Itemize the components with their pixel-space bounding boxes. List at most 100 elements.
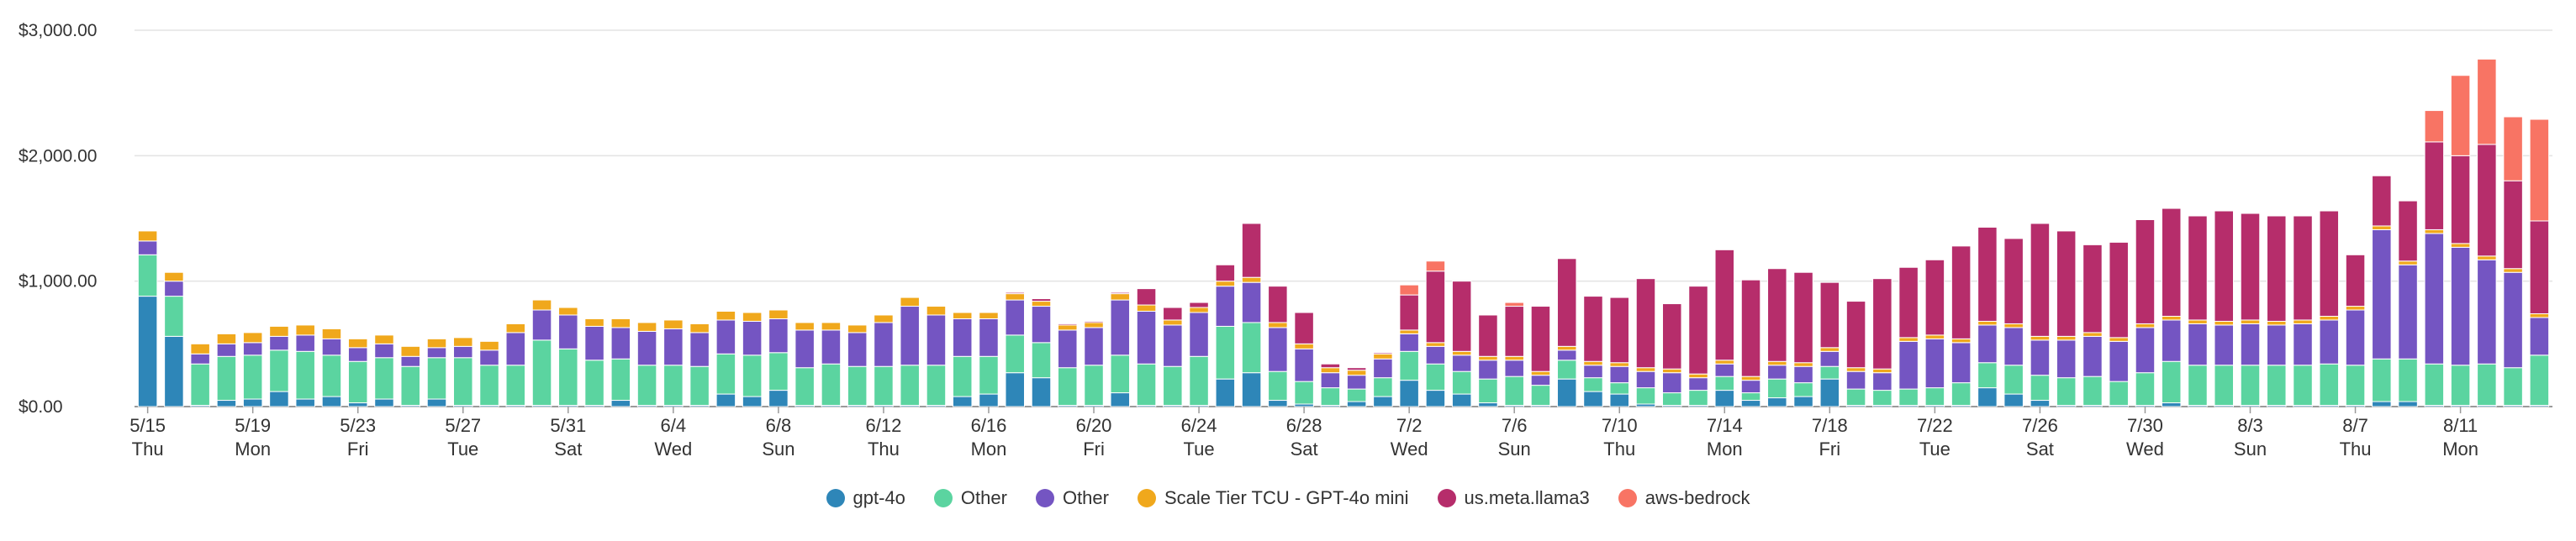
x-tick-date: 5/15 bbox=[129, 415, 166, 436]
bar-segment bbox=[1005, 293, 1025, 301]
bar-segment bbox=[1819, 347, 1840, 352]
legend-item-other-2[interactable]: Other bbox=[1035, 487, 1109, 509]
bar-segment bbox=[2345, 365, 2366, 407]
bar-segment bbox=[2082, 332, 2103, 337]
legend-label: gpt-4o bbox=[853, 487, 905, 508]
bar-segment bbox=[400, 345, 420, 357]
bar-segment bbox=[531, 339, 552, 407]
bar-segment bbox=[874, 365, 894, 407]
legend-item-llama3[interactable]: us.meta.llama3 bbox=[1437, 487, 1590, 509]
bar-segment bbox=[1320, 372, 1341, 389]
bar-segment bbox=[2135, 327, 2156, 374]
bar-segment bbox=[426, 347, 447, 359]
bar-segment bbox=[347, 402, 368, 407]
bar-segment bbox=[1005, 299, 1025, 336]
bar-segment bbox=[190, 343, 210, 355]
bar-segment bbox=[1084, 365, 1104, 407]
bar-segment bbox=[2319, 315, 2340, 321]
bar-segment bbox=[1924, 334, 1945, 339]
bar-segment bbox=[2293, 319, 2313, 324]
bar-segment bbox=[1583, 365, 1603, 379]
bar-segment bbox=[321, 328, 342, 339]
bar-segment bbox=[1373, 377, 1393, 397]
legend-item-aws-bedrock[interactable]: aws-bedrock bbox=[1618, 487, 1750, 509]
bar-segment bbox=[979, 393, 999, 407]
bar-segment bbox=[2424, 228, 2445, 234]
bar-segment bbox=[1977, 362, 1998, 389]
bar-segment bbox=[768, 390, 789, 407]
bar-segment bbox=[1189, 355, 1209, 407]
bar-segment bbox=[1320, 363, 1341, 369]
bar-segment bbox=[1031, 306, 1052, 344]
bar-segment bbox=[347, 360, 368, 404]
x-tick-day: Wed bbox=[2126, 439, 2164, 460]
legend-item-other-1[interactable]: Other bbox=[933, 487, 1007, 509]
bar-segment bbox=[610, 400, 631, 407]
legend-item-scale-tier[interactable]: Scale Tier TCU - GPT-4o mini bbox=[1137, 487, 1409, 509]
bar-segment bbox=[269, 325, 289, 337]
bar-segment bbox=[216, 355, 237, 402]
bar-segment bbox=[558, 348, 578, 407]
bar-segment bbox=[1320, 387, 1341, 407]
x-tick-date: 7/18 bbox=[1812, 415, 1848, 436]
bar-segment bbox=[584, 318, 604, 327]
x-tick-date: 6/4 bbox=[661, 415, 687, 436]
bar-segment bbox=[1294, 381, 1314, 405]
bar-segment bbox=[1556, 349, 1577, 361]
bar-segment bbox=[1031, 342, 1052, 379]
x-tick-date: 7/10 bbox=[1602, 415, 1638, 436]
bar-segment bbox=[1662, 372, 1682, 394]
x-tick-day: Fri bbox=[1083, 439, 1105, 460]
bar-segment bbox=[1241, 276, 1262, 283]
bar-segment bbox=[2135, 323, 2156, 328]
bar-segment bbox=[1977, 226, 1998, 322]
bar-segment bbox=[1163, 324, 1183, 367]
bar-segment bbox=[1189, 307, 1209, 313]
bar-segment bbox=[1084, 322, 1104, 328]
bar-segment bbox=[1898, 340, 1919, 390]
bar-segment bbox=[821, 329, 842, 365]
bar-segment bbox=[2319, 210, 2340, 317]
bar-segment bbox=[1478, 314, 1498, 357]
bar-segment bbox=[952, 355, 973, 397]
bar-segment bbox=[1451, 281, 1472, 352]
bar-segment bbox=[2161, 319, 2182, 362]
bar-segment bbox=[1530, 370, 1551, 376]
bar-segment bbox=[2477, 259, 2497, 365]
bar-segment bbox=[1241, 322, 1262, 374]
bar-segment bbox=[1714, 360, 1735, 365]
bar-segment bbox=[768, 352, 789, 391]
bar-segment bbox=[1163, 365, 1183, 407]
bar-segment bbox=[900, 306, 920, 366]
legend-item-gpt-4o[interactable]: gpt-4o bbox=[826, 487, 905, 509]
bar-segment bbox=[1399, 294, 1419, 331]
bar-segment bbox=[164, 296, 184, 337]
x-tick-day: Mon bbox=[2442, 439, 2478, 460]
bar-segment bbox=[137, 254, 158, 297]
x-tick-day: Thu bbox=[868, 439, 900, 460]
bar-segment bbox=[2372, 358, 2392, 402]
bar-segment bbox=[1058, 329, 1078, 369]
bar-segment bbox=[1136, 304, 1157, 313]
bar-segment bbox=[1556, 360, 1577, 380]
bar-segment bbox=[1740, 279, 1761, 377]
bar-segment bbox=[1845, 301, 1866, 369]
bar-segment bbox=[1793, 362, 1813, 367]
bar-segment bbox=[2030, 339, 2051, 376]
bar-segment bbox=[1189, 312, 1209, 357]
x-tick-date: 7/22 bbox=[1917, 415, 1953, 436]
bar-segment bbox=[1084, 327, 1104, 366]
bar-segment bbox=[1215, 325, 1236, 380]
bar-segment bbox=[1714, 249, 1735, 361]
bar-segment bbox=[2267, 320, 2287, 326]
bar-segment bbox=[164, 281, 184, 297]
bar-segment bbox=[2450, 365, 2471, 407]
bar-segment bbox=[2503, 367, 2523, 407]
bar-segment bbox=[1767, 365, 1787, 380]
bar-segment bbox=[426, 338, 447, 349]
bar-segment bbox=[2477, 363, 2497, 407]
bar-segment bbox=[1268, 322, 1288, 328]
bar-segment bbox=[1635, 367, 1656, 372]
bar-segment bbox=[1898, 388, 1919, 407]
